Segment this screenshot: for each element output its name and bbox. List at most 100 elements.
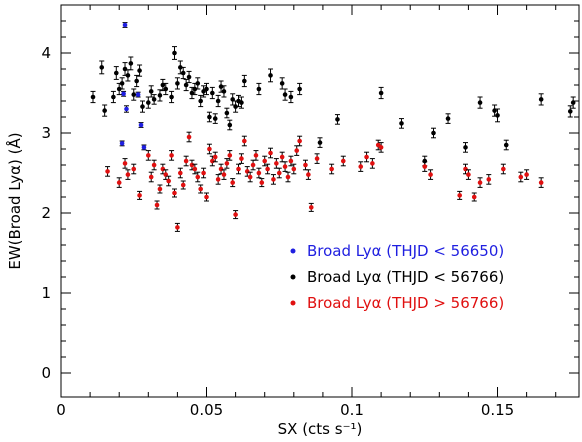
- data-point: [125, 172, 131, 177]
- data-point: [186, 74, 192, 80]
- data-point: [113, 70, 119, 76]
- data-point: [340, 158, 346, 164]
- data-point: [329, 166, 334, 172]
- data-point: [239, 100, 244, 105]
- data-point: [195, 174, 201, 180]
- data-point: [180, 70, 186, 76]
- data-point: [116, 86, 122, 92]
- data-point: [192, 86, 198, 92]
- data-point: [137, 68, 142, 73]
- data-point: [102, 108, 107, 113]
- data-point: [364, 154, 369, 160]
- data-point: [285, 174, 291, 180]
- data-point: [210, 158, 215, 164]
- data-point: [244, 169, 250, 174]
- y-tick-label: 3: [41, 124, 51, 142]
- data-point: [157, 93, 163, 98]
- data-point: [172, 190, 177, 196]
- data-point: [172, 50, 177, 56]
- data-point: [524, 172, 529, 177]
- data-point: [204, 194, 209, 200]
- legend-marker: [290, 248, 296, 254]
- data-point: [259, 180, 265, 185]
- data-point: [239, 156, 244, 161]
- y-tick-label: 0: [41, 364, 51, 382]
- axes: 0 0.05 0.1 0.15 0 1 2 3 4: [41, 5, 579, 419]
- plot-frame: [60, 4, 580, 398]
- data-point: [466, 172, 471, 177]
- data-point: [538, 97, 544, 102]
- x-tick-label: 0.1: [340, 401, 364, 419]
- data-point: [195, 81, 201, 86]
- data-point: [178, 170, 183, 176]
- data-point: [378, 145, 384, 150]
- data-point: [378, 90, 384, 96]
- data-point: [221, 89, 227, 94]
- data-point: [151, 97, 157, 102]
- data-point: [124, 106, 129, 112]
- data-point: [486, 177, 492, 182]
- data-point: [146, 100, 151, 105]
- data-point: [183, 82, 189, 88]
- data-point: [224, 110, 230, 116]
- data-point: [212, 116, 218, 121]
- legend: Broad Lyα (THJD < 56650) Broad Lyα (THJD …: [290, 242, 504, 312]
- data-point: [276, 170, 282, 176]
- data-point: [279, 154, 285, 160]
- data-points: [90, 22, 576, 232]
- data-point: [477, 100, 483, 105]
- data-point: [141, 145, 147, 150]
- data-point: [157, 186, 163, 192]
- x-tick-label: 0: [56, 401, 66, 419]
- data-point: [189, 162, 195, 168]
- data-point: [154, 202, 160, 208]
- data-point: [463, 145, 468, 150]
- data-point: [111, 94, 116, 100]
- x-axis-label: SX (cts s⁻¹): [278, 420, 363, 438]
- data-point: [146, 153, 151, 158]
- data-point: [122, 22, 128, 28]
- data-point: [358, 164, 364, 169]
- legend-label: Broad Lyα (THJD < 56650): [307, 242, 504, 260]
- data-point: [128, 61, 134, 66]
- data-point: [198, 98, 203, 104]
- data-point: [253, 153, 259, 158]
- data-point: [148, 89, 154, 94]
- data-point: [233, 104, 238, 109]
- x-tick-label: 0.15: [481, 401, 514, 419]
- data-point: [221, 172, 227, 177]
- data-point: [457, 193, 462, 198]
- data-point: [314, 156, 320, 161]
- data-point: [297, 86, 302, 92]
- data-point: [169, 153, 174, 158]
- data-point: [256, 86, 262, 92]
- data-point: [135, 92, 141, 97]
- data-point: [227, 122, 233, 128]
- data-point: [477, 180, 483, 185]
- data-point: [445, 116, 451, 121]
- data-point: [227, 153, 233, 158]
- data-point: [236, 166, 241, 172]
- data-point: [90, 94, 96, 100]
- data-point: [163, 86, 169, 92]
- data-point: [134, 78, 139, 84]
- data-point: [215, 177, 221, 182]
- data-point: [212, 154, 218, 160]
- y-axis-label: EW(Broad Lyα) (Å): [5, 132, 24, 269]
- data-point: [175, 225, 180, 230]
- data-point: [138, 122, 144, 128]
- data-point: [268, 150, 273, 156]
- data-point: [148, 174, 154, 180]
- data-point: [121, 91, 126, 97]
- data-point: [242, 78, 247, 84]
- data-point: [265, 166, 270, 172]
- data-point: [131, 92, 137, 97]
- data-point: [175, 81, 180, 86]
- x-tick-label: 0.05: [190, 401, 223, 419]
- data-point: [495, 113, 500, 118]
- data-point: [247, 174, 253, 180]
- data-point: [463, 166, 468, 172]
- data-point: [503, 142, 509, 148]
- data-point: [428, 172, 433, 177]
